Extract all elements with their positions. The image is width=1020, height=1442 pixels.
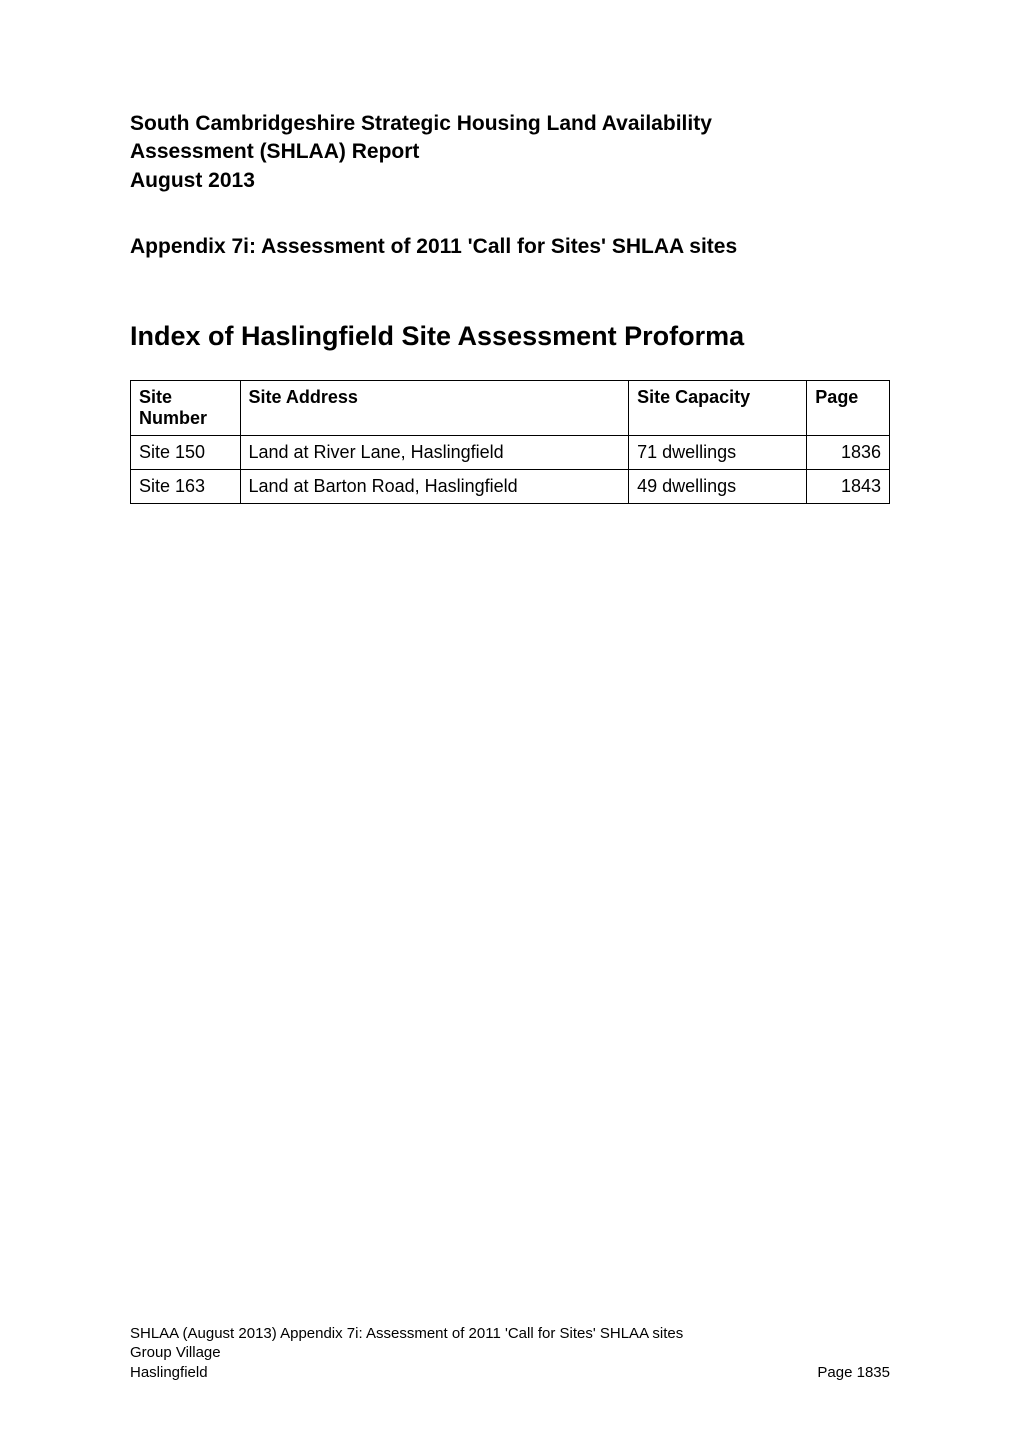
cell-page: 1843 (807, 469, 890, 503)
col-header-site-capacity: Site Capacity (629, 381, 807, 435)
footer-left: Haslingfield (130, 1363, 208, 1383)
cell-site-capacity: 49 dwellings (629, 469, 807, 503)
report-header: South Cambridgeshire Strategic Housing L… (130, 110, 890, 195)
header-line-1: South Cambridgeshire Strategic Housing L… (130, 110, 890, 138)
footer-line-2: Group Village (130, 1343, 890, 1363)
index-title: Index of Haslingfield Site Assessment Pr… (130, 321, 890, 352)
table-header-row: Site Number Site Address Site Capacity P… (131, 381, 890, 435)
site-index-table: Site Number Site Address Site Capacity P… (130, 380, 890, 503)
col-header-page: Page (807, 381, 890, 435)
col-header-site-number-l2: Number (139, 408, 207, 428)
header-line-3: August 2013 (130, 167, 890, 195)
cell-site-number: Site 163 (131, 469, 241, 503)
cell-site-capacity: 71 dwellings (629, 435, 807, 469)
cell-page: 1836 (807, 435, 890, 469)
document-page: South Cambridgeshire Strategic Housing L… (0, 0, 1020, 1442)
cell-site-number: Site 150 (131, 435, 241, 469)
table-row: Site 163 Land at Barton Road, Haslingfie… (131, 469, 890, 503)
cell-site-address: Land at River Lane, Haslingfield (240, 435, 629, 469)
footer-line-3: Haslingfield Page 1835 (130, 1363, 890, 1383)
footer-line-1: SHLAA (August 2013) Appendix 7i: Assessm… (130, 1324, 890, 1344)
col-header-site-number: Site Number (131, 381, 241, 435)
cell-site-address: Land at Barton Road, Haslingfield (240, 469, 629, 503)
col-header-site-address: Site Address (240, 381, 629, 435)
table-row: Site 150 Land at River Lane, Haslingfiel… (131, 435, 890, 469)
page-footer: SHLAA (August 2013) Appendix 7i: Assessm… (130, 1324, 890, 1383)
footer-page-number: Page 1835 (817, 1363, 890, 1383)
col-header-site-number-l1: Site (139, 387, 172, 407)
header-line-2: Assessment (SHLAA) Report (130, 138, 890, 166)
appendix-subheader: Appendix 7i: Assessment of 2011 'Call fo… (130, 233, 890, 261)
